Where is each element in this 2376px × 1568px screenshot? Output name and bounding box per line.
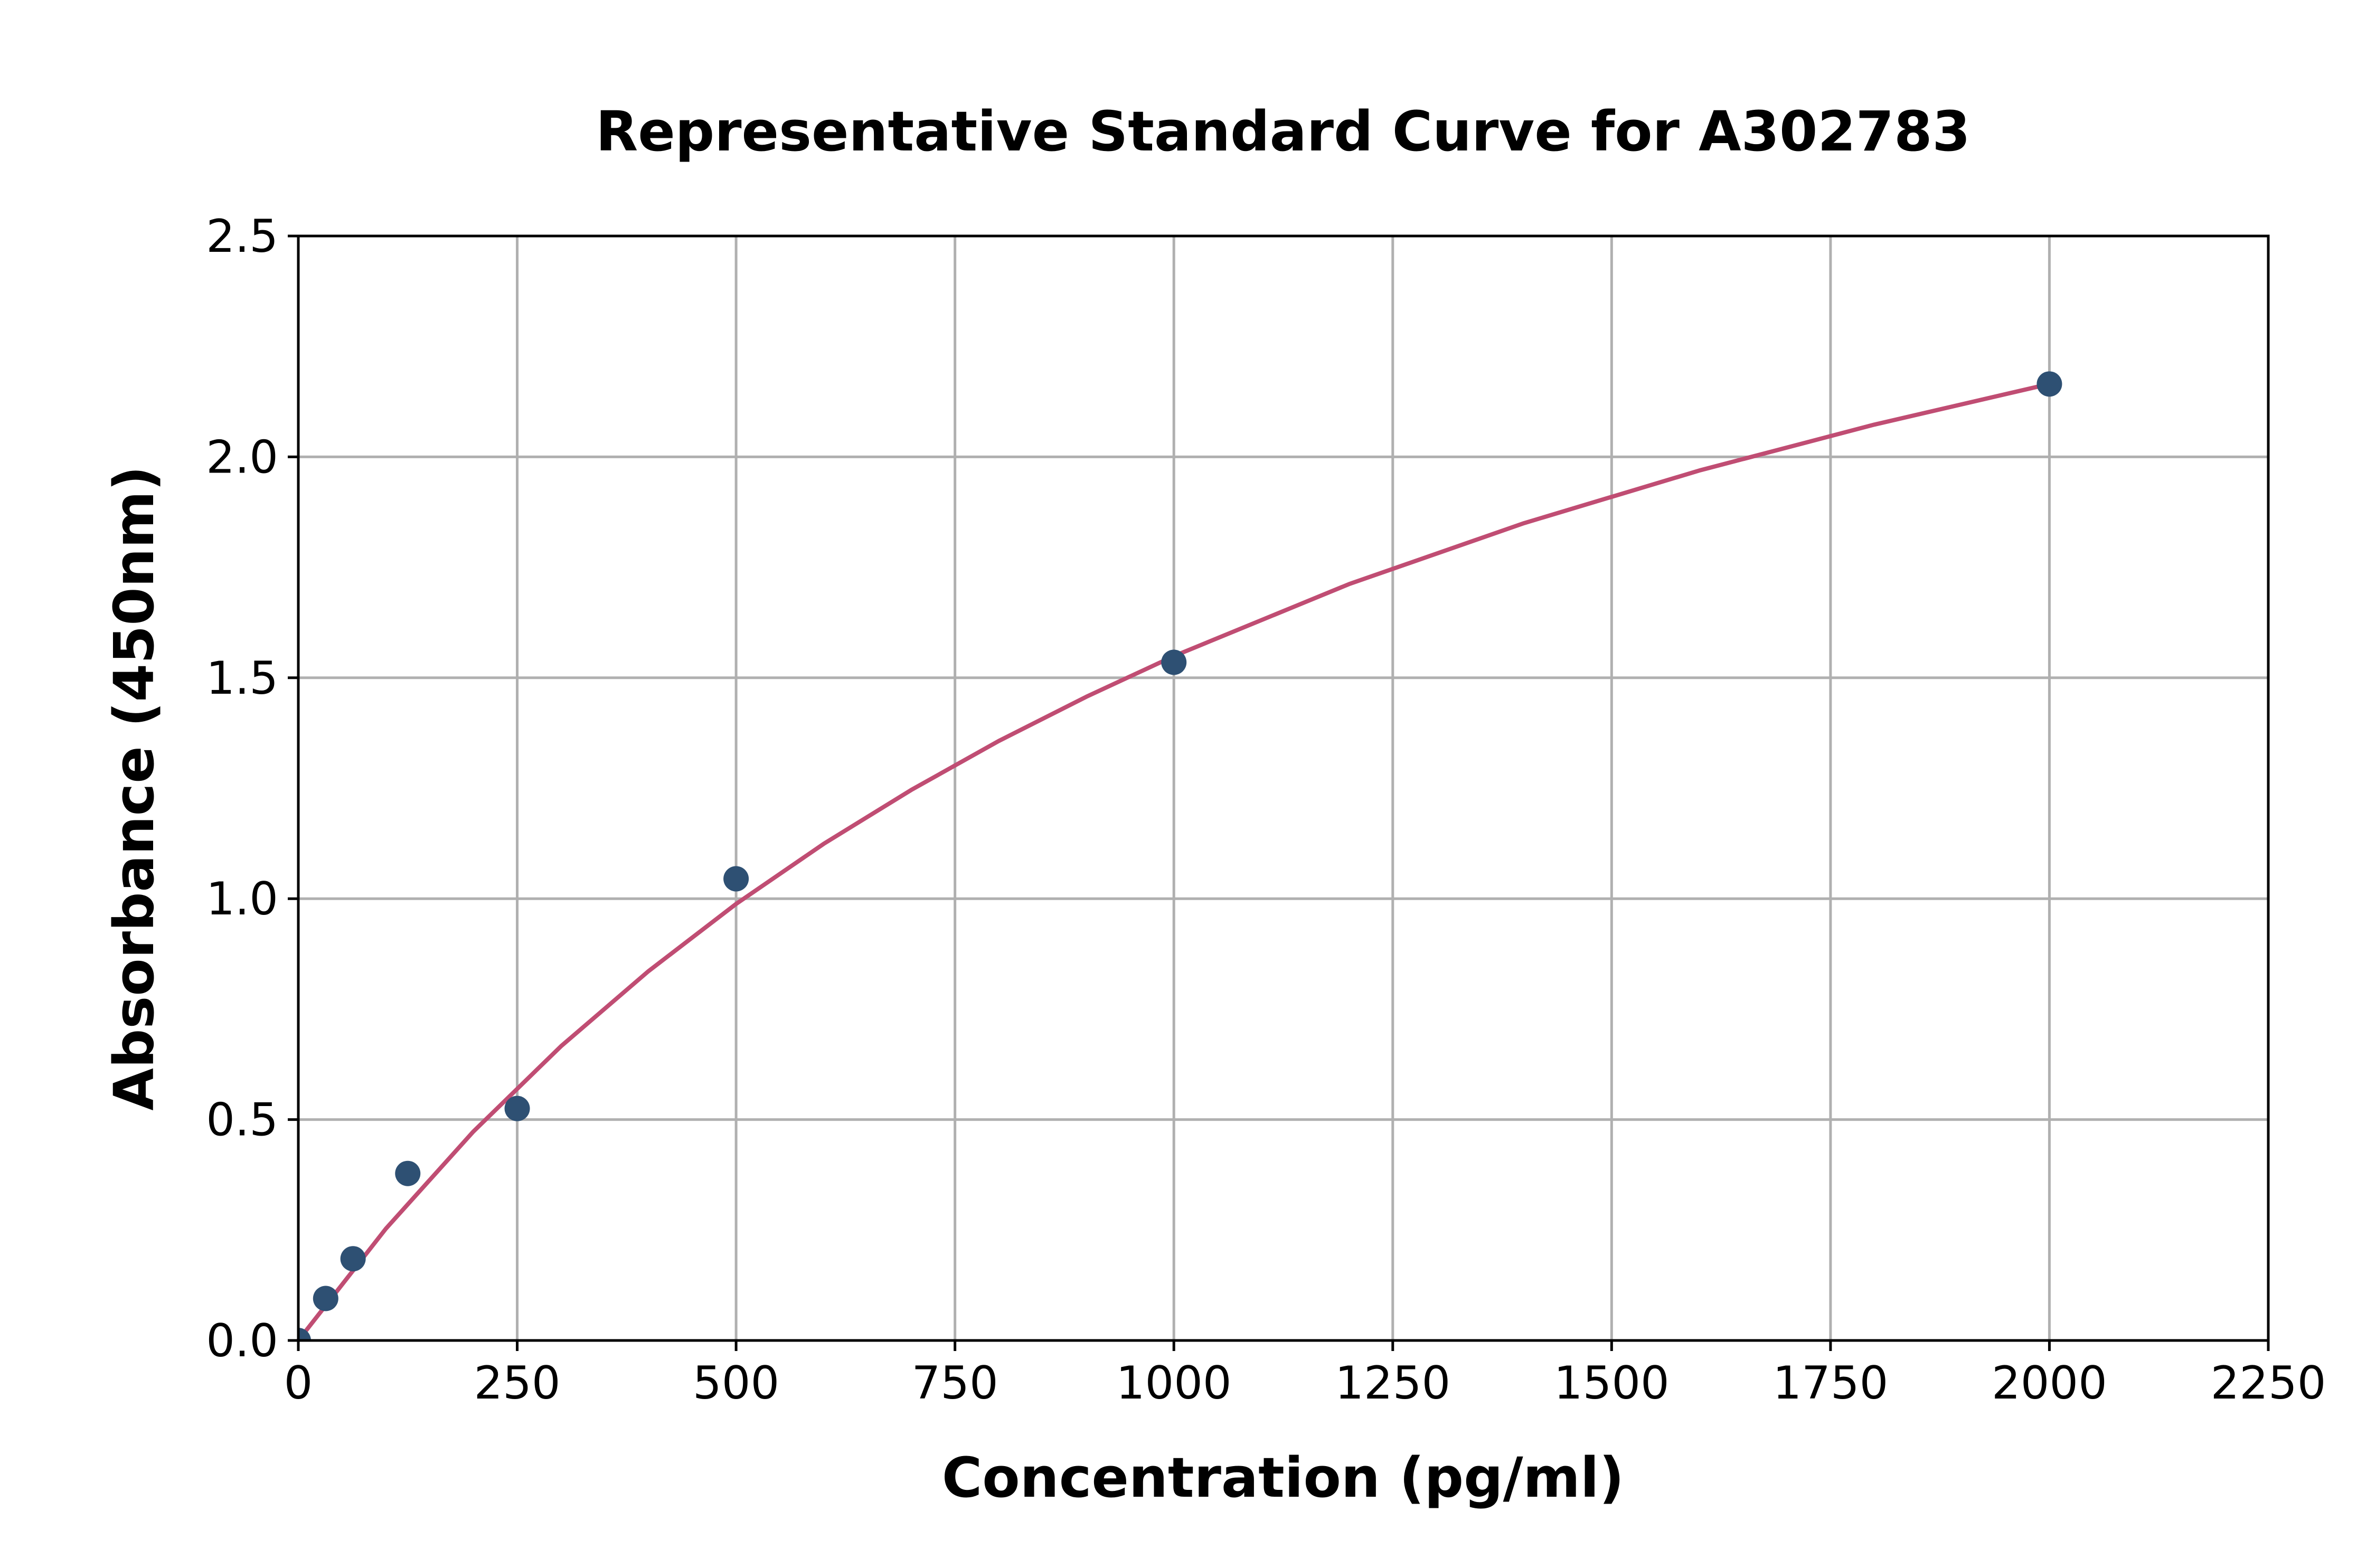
- data-point: [313, 1286, 338, 1311]
- x-tick-label: 500: [693, 1357, 779, 1410]
- fit-curve: [296, 382, 2050, 1342]
- data-point: [504, 1095, 530, 1121]
- ticks: 0 250 500 750 1000 1250 1500 1750 2000 2250 0.0 0.5…: [206, 210, 2326, 1410]
- data-point: [2036, 371, 2062, 397]
- fit-curve-layer: [296, 382, 2050, 1342]
- x-tick-label: 1750: [1772, 1357, 1888, 1410]
- x-tick-label: 1250: [1335, 1357, 1450, 1410]
- y-tick-label: 2.0: [206, 431, 278, 484]
- chart-title: Representative Standard Curve for A30278…: [596, 99, 1970, 164]
- data-point: [1161, 649, 1187, 675]
- x-tick-label: 750: [912, 1357, 998, 1410]
- x-axis-label: Concentration (pg/ml): [942, 1446, 1624, 1510]
- data-point: [723, 866, 749, 892]
- y-tick-label: 0.0: [206, 1315, 278, 1367]
- x-tick-label: 2000: [1992, 1357, 2107, 1410]
- data-points-layer: [298, 371, 2062, 1340]
- y-tick-label: 1.5: [206, 652, 278, 705]
- x-tick-label: 1500: [1554, 1357, 1670, 1410]
- data-point: [395, 1160, 421, 1186]
- y-tick-label: 2.5: [206, 210, 278, 263]
- y-tick-label: 1.0: [206, 873, 278, 925]
- data-point: [340, 1246, 366, 1272]
- x-tick-label: 250: [474, 1357, 560, 1410]
- y-axis-label: Absorbance (450nm): [102, 466, 166, 1110]
- plot-frame: [297, 234, 2270, 1342]
- x-tick-label: 2250: [2211, 1357, 2326, 1410]
- data-point: [298, 1328, 311, 1340]
- x-tick-label: 0: [284, 1357, 313, 1410]
- y-tick-label: 0.5: [206, 1094, 278, 1147]
- x-tick-label: 1000: [1116, 1357, 1232, 1410]
